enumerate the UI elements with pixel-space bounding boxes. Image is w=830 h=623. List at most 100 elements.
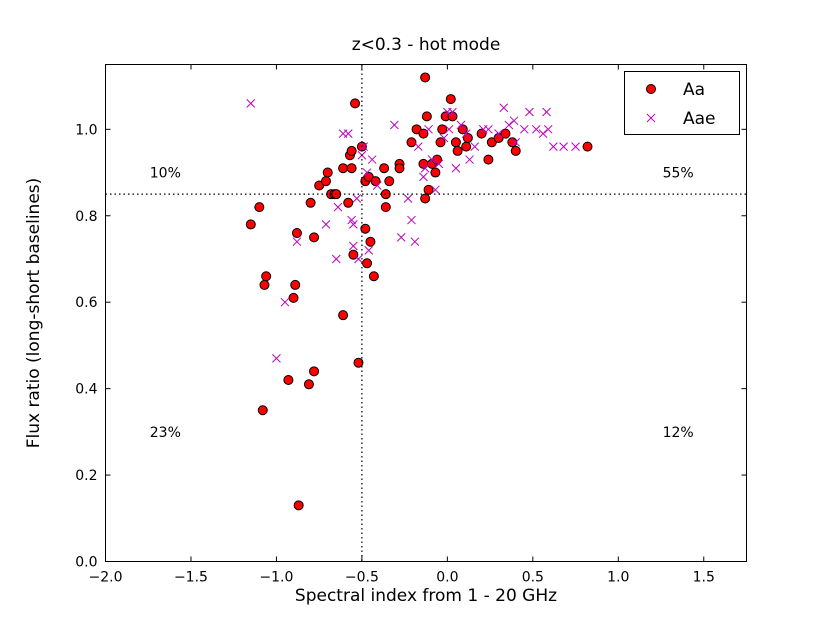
- point-aae-32: [439, 133, 449, 143]
- point-aa-16: [322, 167, 333, 178]
- x-tick-label: −1.0: [259, 570, 293, 586]
- point-aae-1: [272, 354, 281, 363]
- point-aae-16: [362, 168, 372, 177]
- point-aae-18: [367, 155, 377, 164]
- point-aae-42: [484, 124, 493, 134]
- x-stroke: [451, 163, 461, 173]
- x-stroke: [509, 116, 519, 126]
- point-aae-3: [292, 237, 302, 247]
- point-aae-46: [509, 116, 519, 126]
- point-aae-15: [359, 142, 368, 151]
- point-aa-1: [254, 202, 265, 213]
- x-stroke: [413, 142, 423, 151]
- point-aa-36: [370, 176, 381, 187]
- point-aa-64: [476, 128, 487, 139]
- point-aae-17: [364, 245, 374, 255]
- x-stroke: [364, 245, 374, 255]
- point-aae-26: [419, 172, 428, 182]
- x-stroke: [403, 194, 413, 203]
- point-aae-21: [396, 233, 406, 242]
- point-aae-27: [420, 163, 430, 173]
- x-stroke: [348, 220, 358, 229]
- point-aae-20: [390, 120, 399, 130]
- x-tick-label: 0.5: [522, 570, 544, 586]
- point-aae-23: [407, 215, 416, 225]
- y-tick-label: 0.2: [75, 468, 97, 484]
- point-aa-35: [368, 271, 379, 282]
- reference-lines: [105, 64, 747, 562]
- x-stroke: [246, 99, 256, 108]
- point-aa-6: [288, 292, 299, 303]
- point-aa-2: [259, 279, 270, 290]
- point-aae-47: [511, 137, 521, 147]
- x-tick-label: −2.0: [89, 570, 123, 586]
- y-tick-label: 0.8: [75, 209, 97, 225]
- point-aae-24: [410, 237, 420, 247]
- point-aa-63: [462, 132, 473, 143]
- x-stroke: [434, 159, 444, 169]
- point-aa-47: [420, 193, 431, 204]
- x-stroke: [343, 129, 353, 139]
- point-aae-22: [403, 194, 413, 203]
- point-aae-44: [499, 103, 509, 113]
- x-stroke: [352, 194, 362, 203]
- point-aa-37: [379, 163, 390, 174]
- point-aa-7: [290, 279, 301, 290]
- point-aa-50: [423, 184, 434, 195]
- x-stroke: [465, 155, 474, 164]
- point-aae-30: [431, 185, 440, 195]
- point-aae-36: [451, 163, 461, 173]
- point-aa-13: [309, 232, 320, 243]
- point-aa-43: [406, 137, 417, 148]
- point-aa-32: [362, 258, 373, 269]
- quadrant-percentage-label: 55%: [663, 166, 694, 182]
- plot-frame: [105, 64, 747, 562]
- point-aa-71: [582, 141, 593, 152]
- point-aa-61: [457, 124, 468, 135]
- x-tick-label: 0.0: [436, 570, 458, 586]
- x-stroke: [390, 120, 399, 130]
- point-aa-69: [507, 137, 518, 148]
- x-stroke: [559, 142, 568, 151]
- point-aa-26: [348, 249, 359, 260]
- x-stroke: [359, 142, 368, 151]
- point-aa-42: [394, 163, 405, 174]
- point-aae-48: [519, 124, 529, 134]
- point-aa-10: [305, 197, 316, 208]
- point-aa-48: [420, 72, 431, 83]
- point-aa-60: [452, 145, 463, 156]
- point-aa-57: [445, 94, 456, 105]
- point-aae-40: [470, 142, 480, 151]
- point-aae-55: [559, 142, 568, 151]
- point-aae-8: [343, 129, 353, 139]
- x-stroke: [470, 142, 480, 151]
- x-stroke: [456, 120, 466, 130]
- quadrant-annotations: 10% 55% 23% 12%: [150, 166, 694, 441]
- point-aa-68: [500, 128, 511, 139]
- legend-frame: [624, 71, 740, 135]
- x-stroke: [542, 107, 551, 117]
- x-axis-label: Spectral index from 1 - 20 GHz: [295, 586, 557, 606]
- quadrant-percentage-label: 12%: [663, 425, 694, 441]
- point-aae-13: [354, 254, 363, 264]
- point-aae-2: [280, 297, 290, 307]
- x-tick-label: −1.5: [174, 570, 208, 586]
- x-stroke: [571, 142, 580, 151]
- point-aa-34: [365, 236, 376, 247]
- x-stroke: [348, 241, 358, 251]
- point-aa-28: [353, 357, 364, 368]
- point-aae-4: [321, 220, 331, 229]
- point-aa-59: [450, 137, 461, 148]
- x-stroke: [367, 155, 377, 164]
- point-aae-50: [531, 124, 541, 134]
- point-aae-43: [494, 129, 504, 139]
- point-aa-25: [346, 163, 357, 174]
- point-aae-56: [571, 142, 580, 151]
- x-stroke: [504, 120, 514, 130]
- point-aae-52: [542, 107, 551, 117]
- point-aa-45: [418, 128, 429, 139]
- x-stroke: [427, 155, 437, 164]
- point-aa-21: [338, 310, 349, 321]
- x-stroke: [424, 124, 433, 134]
